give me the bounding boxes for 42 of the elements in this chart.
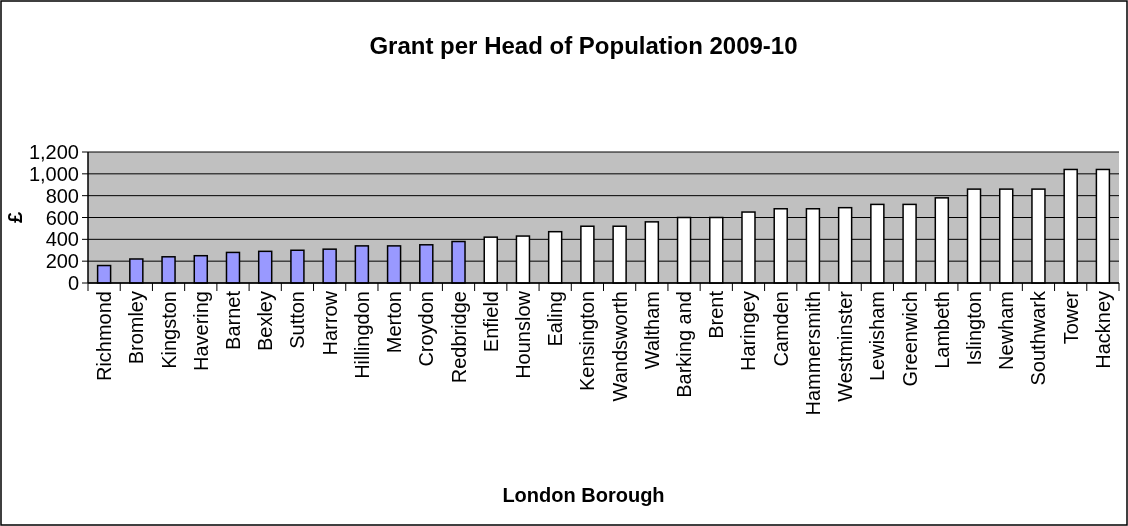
x-tick-label: Waltham: [640, 291, 663, 370]
x-tick-label: Tower: [1059, 290, 1082, 345]
x-tick-label: Islington: [963, 291, 986, 366]
x-tick-label: Haringey: [737, 291, 760, 372]
x-tick-label: Southwark: [1027, 290, 1050, 386]
chart-title: Grant per Head of Population 2009-10: [369, 32, 798, 59]
y-tick-label: 1,000: [28, 162, 79, 185]
x-tick-label: Newham: [995, 291, 1018, 370]
x-tick-label: Harrow: [318, 290, 341, 356]
x-tick-label: Kensington: [576, 291, 599, 392]
y-tick-label: 600: [45, 206, 79, 229]
x-tick-label: Hammersmith: [801, 291, 824, 416]
x-tick-label: Wandsworth: [608, 291, 631, 402]
x-tick-label: Hillingdon: [350, 291, 373, 379]
y-tick-label: 800: [45, 184, 79, 207]
x-tick-label: Sutton: [286, 291, 309, 349]
x-tick-label: Camden: [769, 291, 792, 367]
x-tick-label: Havering: [189, 291, 212, 372]
x-tick-label: Bexley: [254, 291, 277, 352]
y-tick-label: 200: [45, 250, 79, 273]
x-tick-label: Lambeth: [930, 291, 953, 369]
x-tick-label: Enfield: [479, 291, 502, 353]
x-tick-label: Kingston: [157, 291, 180, 369]
x-tick-label: Hackney: [1091, 291, 1114, 369]
y-tick-label: 1,200: [28, 141, 79, 163]
x-tick-label: Redbridge: [447, 291, 470, 384]
x-tick-label: Lewisham: [866, 291, 889, 382]
x-tick-label: Barking and: [673, 291, 696, 398]
x-tick-label: Brent: [705, 290, 728, 339]
x-axis-title: London Borough: [502, 484, 665, 506]
y-axis-title: £: [4, 211, 26, 224]
x-tick-label: Greenwich: [898, 291, 921, 387]
x-tick-label: Ealing: [544, 291, 567, 347]
x-tick-label: Westminster: [834, 290, 857, 402]
x-tick-label: Bromley: [125, 291, 148, 365]
y-tick-label: 0: [67, 272, 79, 294]
x-tick-label: Hounslow: [511, 290, 534, 379]
x-tick-label: Barnet: [221, 290, 244, 350]
x-tick-label: Croydon: [415, 291, 438, 367]
y-tick-label: 400: [45, 228, 79, 251]
x-tick-label: Richmond: [93, 291, 116, 382]
x-tick-label: Merton: [383, 291, 406, 354]
